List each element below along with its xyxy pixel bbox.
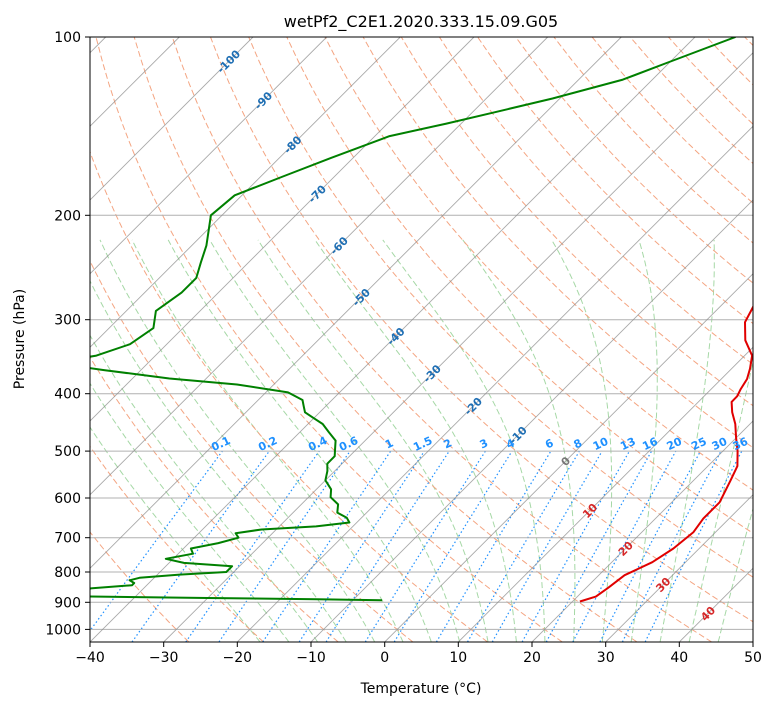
pressure-gridlines — [90, 37, 753, 630]
isotherm-line — [531, 420, 753, 642]
mixing-ratio-line — [393, 450, 513, 642]
isotherm-line — [90, 37, 254, 201]
isotherm-line — [236, 125, 753, 642]
moist-adiabat — [462, 239, 576, 642]
dry-adiabat — [133, 37, 638, 642]
mixing-ratio-line — [521, 450, 631, 642]
y-tick-label: 800 — [54, 565, 81, 581]
moist-adiabat — [688, 358, 753, 642]
sounding-traces — [90, 37, 753, 603]
mixing-ratio-lines — [90, 450, 743, 642]
isotherm-line — [90, 37, 401, 348]
isotherm-line — [163, 52, 753, 642]
x-tick-label: 50 — [744, 650, 762, 666]
dry-adiabat — [95, 37, 563, 642]
x-tick-label: −40 — [75, 650, 105, 666]
y-axis-label: Pressure (hPa) — [12, 289, 28, 389]
isotherm-line — [90, 37, 549, 496]
moist-adiabat — [630, 239, 658, 642]
isotherm-line — [90, 37, 696, 642]
mixing-ratio-label: 16 — [640, 435, 660, 453]
moist-adiabat — [551, 239, 613, 642]
x-tick-label: 20 — [523, 650, 541, 666]
y-tick-label: 900 — [54, 595, 81, 611]
mixing-ratio-label: 30 — [710, 435, 730, 453]
mixing-ratio-line — [185, 450, 320, 642]
dry-adiabat — [248, 37, 753, 578]
dry-adiabat — [171, 37, 712, 642]
dry-adiabats — [90, 37, 753, 642]
dry-adiabat — [438, 37, 753, 366]
dry-adiabat — [90, 445, 264, 642]
isotherm-line — [310, 199, 753, 642]
moist-adiabats — [90, 239, 753, 642]
dry-adiabat — [400, 37, 753, 407]
moist-adiabat — [209, 239, 461, 642]
mixing-ratio-label: 36 — [731, 435, 751, 453]
moist-adiabat — [99, 239, 376, 642]
dry-adiabat — [515, 37, 753, 284]
x-axis-label: Temperature (°C) — [360, 681, 482, 697]
mixing-ratio-label: 10 — [591, 435, 611, 453]
y-tick-label: 600 — [54, 491, 81, 507]
axes: −40 −30 −20 −10 0 10 20 30 40 50 100 200 300 400 500 60… — [45, 30, 762, 666]
mixing-ratio-line — [218, 450, 351, 642]
mixing-ratio-line — [325, 450, 450, 642]
y-tick-label: 300 — [54, 313, 81, 329]
mixing-ratio-label: 13 — [618, 435, 637, 453]
isotherm-line — [457, 346, 753, 642]
moist-adiabat — [90, 279, 347, 642]
mixing-ratio-line — [90, 450, 223, 632]
moist-adiabat — [131, 239, 404, 642]
plot-frame — [89, 36, 754, 643]
mixing-ratio-line — [262, 450, 392, 642]
dewpoint-trace — [90, 37, 736, 602]
mixing-ratio-line — [572, 450, 677, 642]
y-tick-label: 700 — [54, 531, 81, 547]
moist-adiabat — [167, 239, 432, 642]
mixing-ratio-label: 25 — [689, 435, 708, 453]
y-tick-label: 100 — [54, 30, 81, 46]
isotherm-line — [90, 37, 622, 569]
moist-adiabat — [257, 239, 489, 642]
y-tick-label: 500 — [54, 444, 81, 460]
moist-adiabat — [382, 239, 546, 642]
isotherm-line — [384, 273, 753, 642]
temperature-trace — [579, 304, 753, 603]
dry-adiabat — [90, 356, 339, 642]
x-tick-label: 10 — [449, 650, 467, 666]
x-tick-label: −30 — [149, 650, 179, 666]
mixing-ratio-line — [644, 450, 743, 642]
x-tick-label: 0 — [380, 650, 389, 666]
mixing-ratio-label: 20 — [665, 435, 685, 453]
isotherm-line — [90, 37, 328, 275]
chart-title: wetPf2_C2E1.2020.333.15.09.G05 — [284, 12, 558, 32]
dry-adiabat — [90, 150, 488, 642]
isotherm-line — [605, 494, 753, 642]
isotherm-line — [90, 37, 475, 422]
x-tick-label: 40 — [670, 650, 688, 666]
moist-adiabat — [659, 239, 715, 642]
plot-area — [90, 37, 753, 642]
y-tick-label: 400 — [54, 387, 81, 403]
y-tick-label: 1000 — [45, 622, 81, 638]
moist-adiabat — [717, 506, 753, 642]
x-tick-label: −10 — [296, 650, 326, 666]
x-tick-label: 30 — [597, 650, 615, 666]
dry-adiabat — [210, 37, 753, 623]
mixing-ratio-line — [545, 450, 653, 642]
x-tick-label: −20 — [223, 650, 253, 666]
skewed-isotherms — [90, 37, 753, 642]
moist-adiabat — [90, 426, 261, 642]
dry-adiabat — [90, 531, 190, 642]
moist-adiabat — [90, 382, 290, 642]
y-tick-label: 200 — [54, 208, 81, 224]
moist-adiabat — [90, 334, 319, 642]
mixing-ratio-line — [298, 450, 425, 642]
